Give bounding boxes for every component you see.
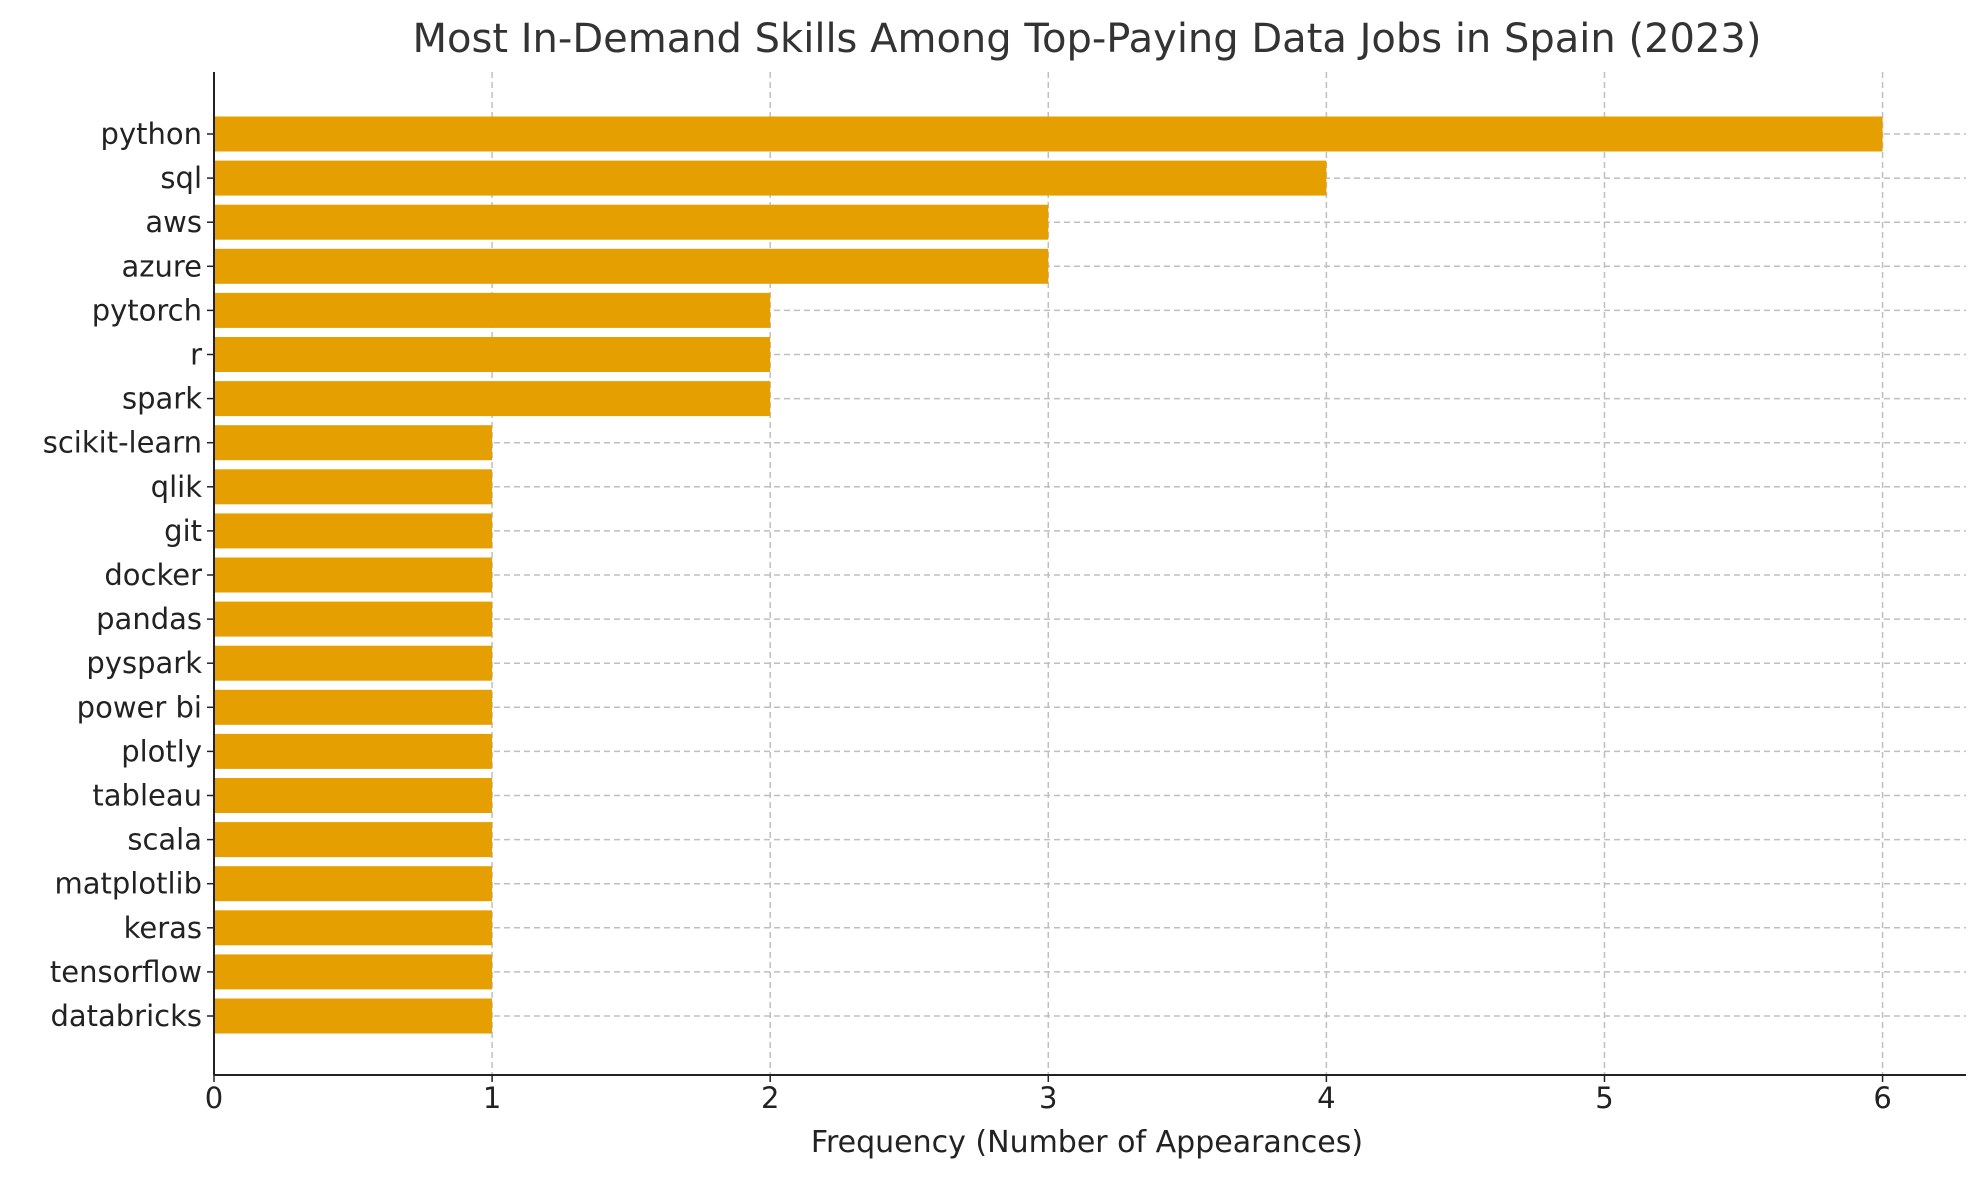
bars [214, 116, 1883, 1034]
bar-r [214, 337, 771, 372]
y-tick-label: pandas [96, 602, 202, 636]
bar-scala [214, 822, 493, 858]
bar-python [214, 116, 1883, 152]
y-tick-label: qlik [151, 470, 203, 504]
bar-keras [214, 910, 493, 946]
bar-spark [214, 381, 771, 417]
x-tick-label: 0 [205, 1081, 223, 1115]
bar-pytorch [214, 292, 771, 328]
y-tick-label: azure [121, 249, 202, 283]
y-tick-label: spark [122, 382, 202, 416]
bar-matplotlib [214, 866, 493, 902]
bar-databricks [214, 998, 493, 1034]
y-tick-label: power bi [77, 690, 202, 724]
y-tick-label: pyspark [86, 646, 202, 680]
y-tick-label: docker [104, 558, 202, 592]
x-tick-label: 2 [761, 1081, 779, 1115]
y-tick-labels: python sql aws azure pytorch r spark scikit-lea… [43, 117, 202, 1033]
y-tick-label: matplotlib [55, 867, 203, 901]
chart-title: Most In-Demand Skills Among Top-Paying D… [413, 16, 1762, 62]
bar-aws [214, 204, 1049, 240]
bar-azure [214, 248, 1049, 284]
bar-sql [214, 160, 1327, 196]
y-tick-label: aws [145, 205, 202, 239]
bar-power-bi [214, 689, 493, 725]
x-tick-label: 3 [1039, 1081, 1057, 1115]
y-tick-label: git [164, 514, 202, 548]
x-tick-label: 6 [1873, 1081, 1891, 1115]
x-tick-labels: 0 1 2 3 4 5 6 [205, 1081, 1892, 1115]
x-tick-label: 5 [1595, 1081, 1613, 1115]
bar-pyspark [214, 645, 493, 681]
y-tick-label: scikit-learn [43, 426, 202, 460]
y-tick-label: plotly [121, 734, 202, 768]
y-tick-label: sql [160, 161, 202, 195]
bar-pandas [214, 601, 493, 637]
y-tick-label: tableau [92, 779, 202, 813]
y-tick-label: pytorch [92, 293, 202, 327]
bar-scikit-learn [214, 425, 493, 461]
x-axis-label: Frequency (Number of Appearances) [811, 1125, 1363, 1160]
y-tick-label: scala [127, 823, 202, 857]
bar-plotly [214, 733, 493, 769]
x-tick-label: 4 [1317, 1081, 1335, 1115]
y-tick-label: databricks [50, 999, 202, 1033]
y-tick-label: python [101, 117, 202, 151]
axes [207, 72, 1966, 1082]
bar-docker [214, 557, 493, 593]
bar-qlik [214, 469, 493, 505]
bar-git [214, 513, 493, 549]
bar-tensorflow [214, 954, 493, 990]
bar-tableau [214, 778, 493, 813]
y-tick-label: keras [124, 911, 202, 945]
y-tick-label: tensorflow [50, 955, 202, 989]
y-tick-label: r [190, 338, 202, 372]
x-tick-label: 1 [483, 1081, 501, 1115]
